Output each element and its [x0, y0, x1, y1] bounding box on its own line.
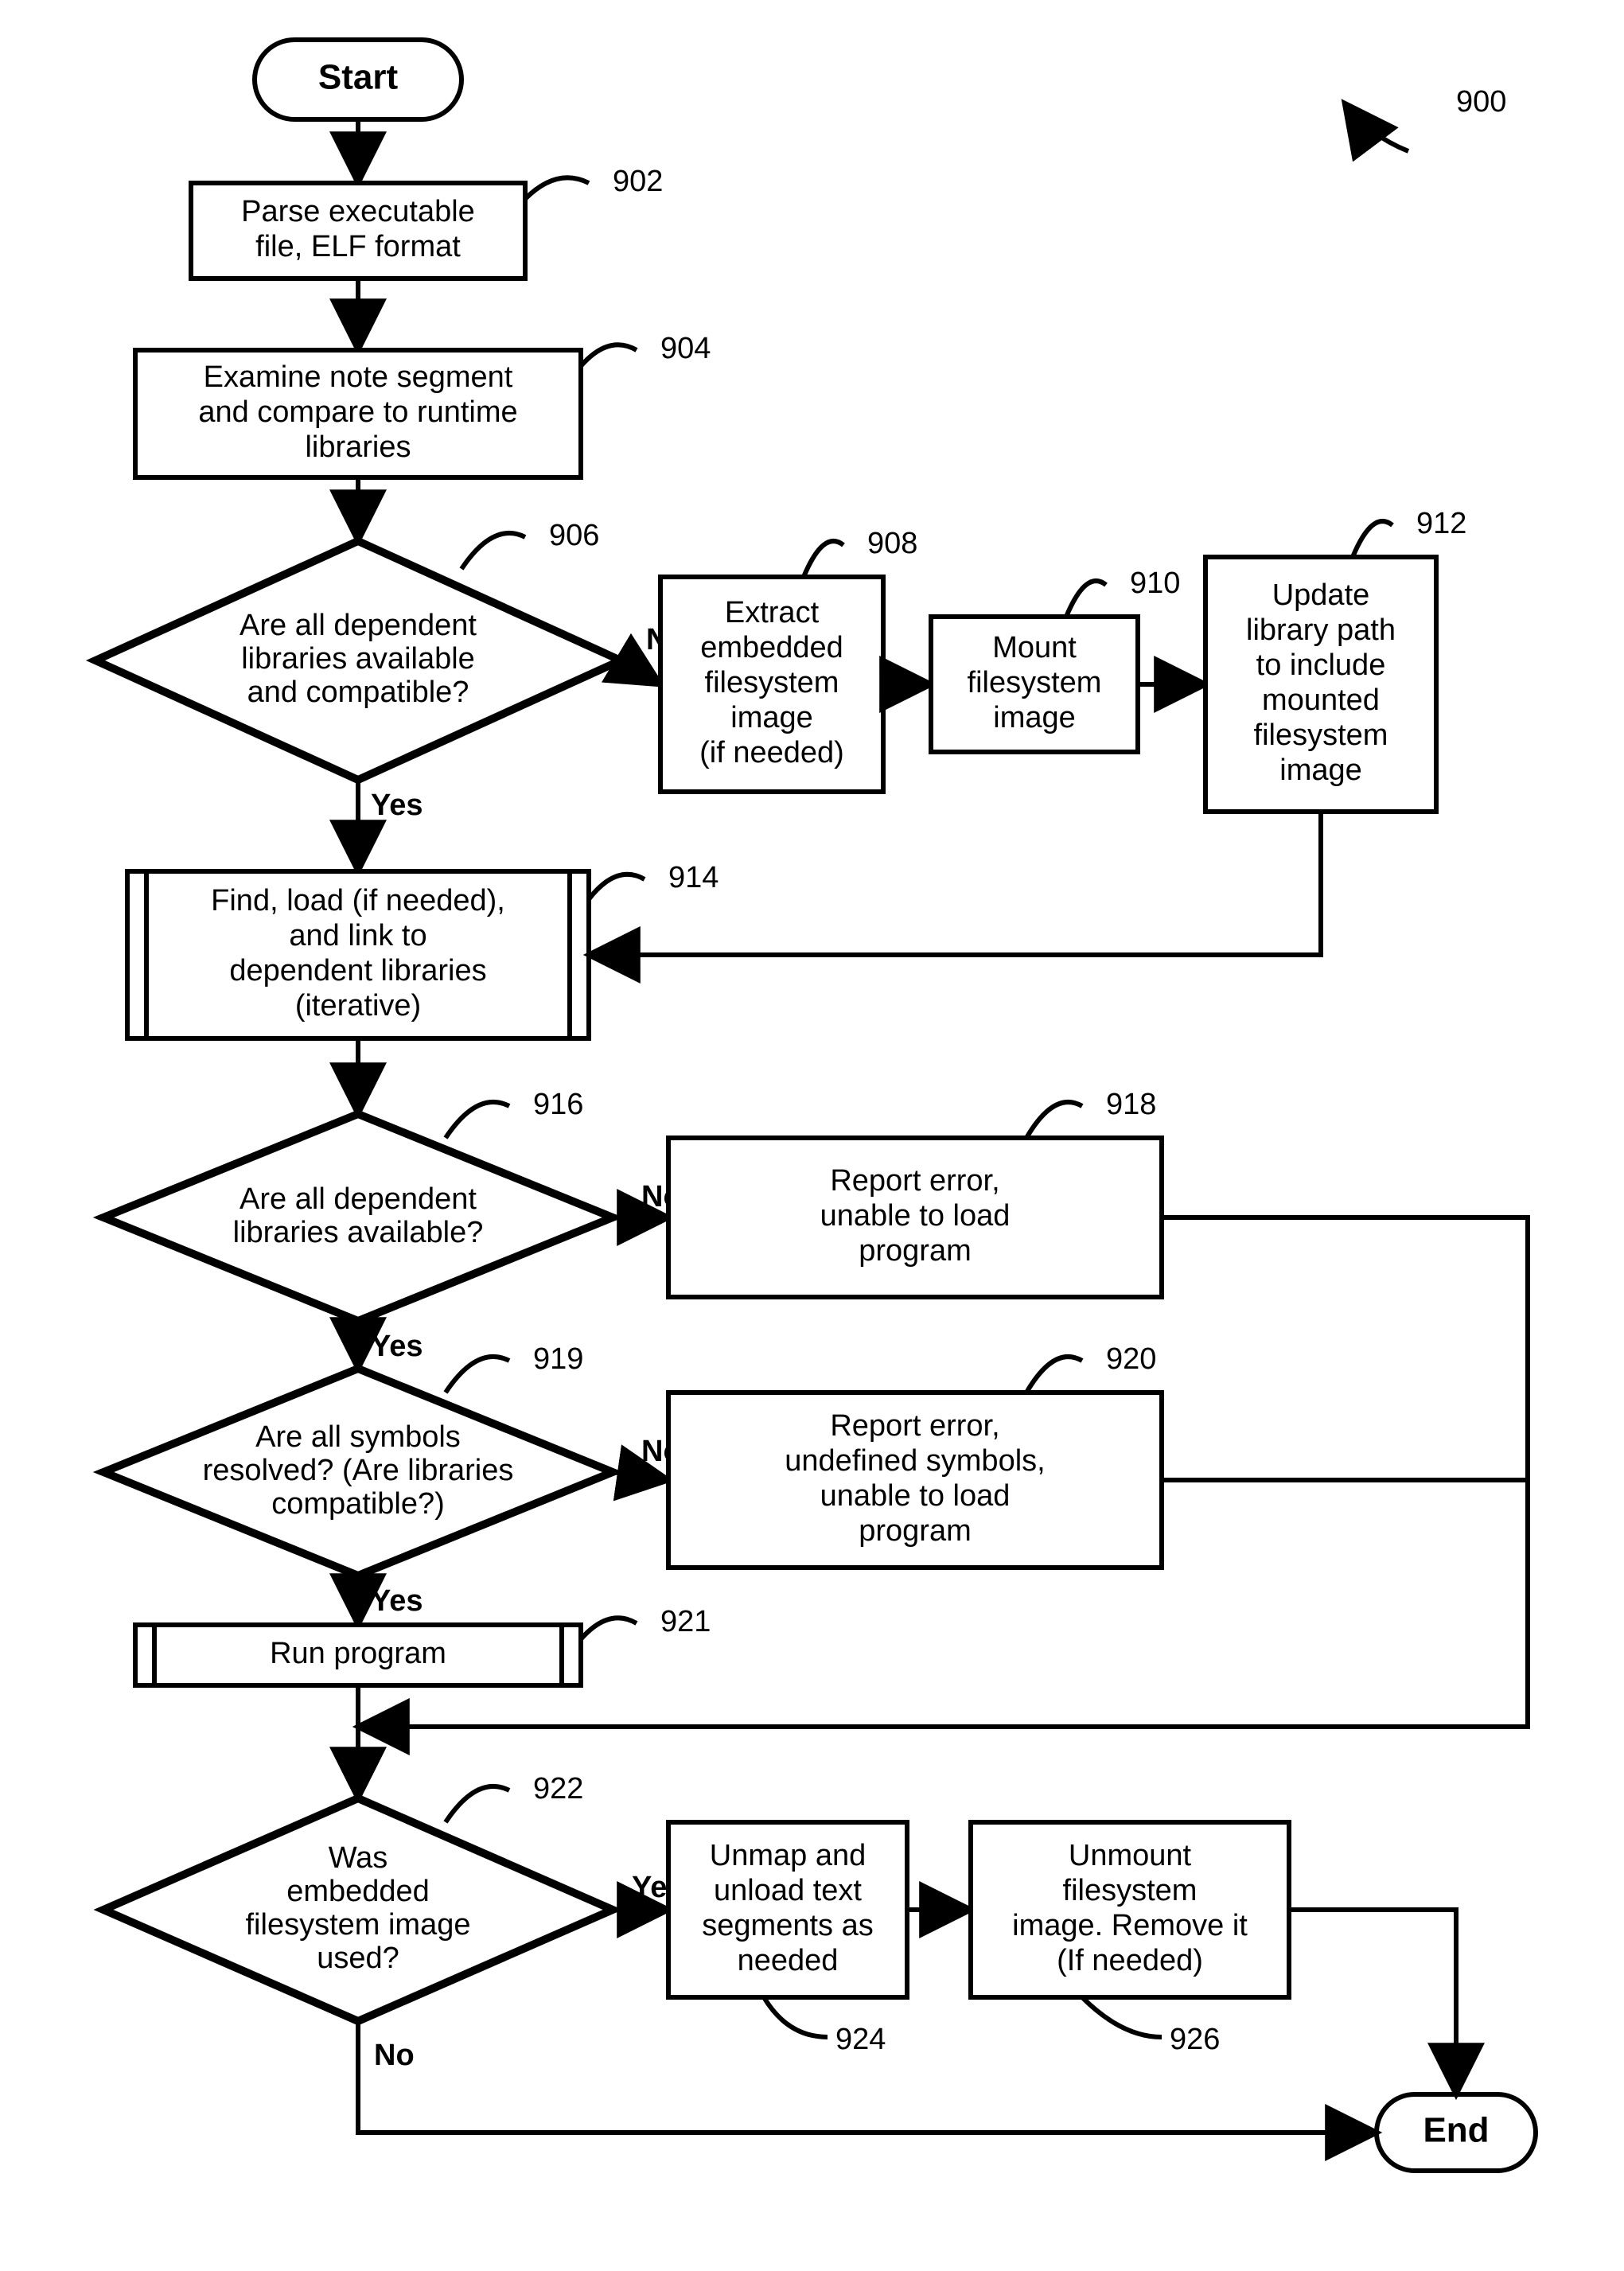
e-919-920 [613, 1472, 668, 1480]
svg-text:and link to: and link to [289, 919, 426, 952]
svg-text:Are all dependent: Are all dependent [240, 1182, 477, 1216]
svg-text:libraries available?: libraries available? [233, 1216, 484, 1249]
svg-text:Parse executable: Parse executable [241, 195, 475, 228]
node-904-ref: 904 [660, 332, 711, 365]
svg-text:filesystem: filesystem [968, 666, 1102, 699]
svg-text:filesystem image: filesystem image [246, 1908, 471, 1942]
svg-text:(If needed): (If needed) [1057, 1944, 1203, 1977]
svg-text:needed: needed [738, 1944, 839, 1977]
svg-text:libraries: libraries [305, 430, 411, 464]
edge-label-no: No [374, 2039, 415, 2072]
flowchart: Start 900 Parse executablefile, ELF format… [0, 0, 1624, 2271]
node-921-ref: 921 [660, 1605, 711, 1638]
node-921-text: Run program [270, 1637, 446, 1670]
svg-text:Unmount: Unmount [1069, 1839, 1192, 1872]
svg-text:program: program [859, 1514, 972, 1548]
svg-text:Update: Update [1272, 578, 1370, 612]
svg-text:Run program: Run program [270, 1637, 446, 1670]
svg-text:libraries available: libraries available [241, 642, 475, 676]
node-906-ref: 906 [549, 519, 599, 552]
svg-text:image: image [993, 701, 1076, 734]
node-902-ref: 902 [613, 165, 663, 198]
svg-text:filesystem: filesystem [705, 666, 839, 699]
node-922-ref: 922 [533, 1772, 583, 1806]
svg-text:and compatible?: and compatible? [247, 676, 469, 709]
edge-label-yes: Yes [371, 789, 423, 822]
svg-text:file, ELF format: file, ELF format [255, 230, 461, 263]
svg-text:and compare to runtime: and compare to runtime [198, 395, 517, 429]
e-906-908 [621, 660, 660, 684]
svg-text:embedded: embedded [700, 631, 843, 664]
node-918-ref: 918 [1106, 1088, 1156, 1121]
svg-text:embedded: embedded [286, 1875, 430, 1908]
svg-text:library path: library path [1246, 614, 1396, 647]
svg-text:(if needed): (if needed) [699, 736, 844, 769]
node-916-ref: 916 [533, 1088, 583, 1121]
svg-text:undefined symbols,: undefined symbols, [785, 1444, 1045, 1478]
edge-label-yes: Yes [371, 1584, 423, 1618]
node-916-text: Are all dependentlibraries available? [233, 1182, 484, 1249]
svg-text:Was: Was [329, 1841, 388, 1875]
svg-text:compatible?): compatible?) [271, 1487, 445, 1521]
svg-text:Find, load (if needed),: Find, load (if needed), [211, 884, 505, 917]
svg-text:image: image [1279, 754, 1362, 787]
svg-text:dependent libraries: dependent libraries [229, 954, 486, 987]
ref-900-arrow [1345, 103, 1408, 151]
svg-text:filesystem: filesystem [1254, 719, 1388, 752]
svg-text:program: program [859, 1234, 972, 1268]
svg-text:used?: used? [317, 1942, 399, 1975]
svg-text:Mount: Mount [992, 631, 1077, 664]
svg-text:mounted: mounted [1262, 684, 1380, 717]
svg-text:(iterative): (iterative) [295, 989, 421, 1023]
svg-text:image: image [730, 701, 813, 734]
node-919-ref: 919 [533, 1342, 583, 1376]
node-906-text: Are all dependentlibraries availableand … [240, 609, 477, 709]
edge-label-yes: Yes [371, 1330, 423, 1363]
end-label: End [1423, 2111, 1489, 2150]
node-924-ref: 924 [835, 2023, 886, 2056]
svg-text:Unmap and: Unmap and [710, 1839, 866, 1872]
e-926-end [1289, 1910, 1456, 2094]
svg-text:Report error,: Report error, [830, 1409, 999, 1443]
svg-text:to include: to include [1256, 649, 1386, 682]
start-label: Start [318, 58, 399, 97]
node-920-ref: 920 [1106, 1342, 1156, 1376]
node-908-ref: 908 [867, 527, 917, 560]
svg-text:Extract: Extract [725, 596, 820, 629]
node-910-ref: 910 [1130, 567, 1180, 600]
svg-text:filesystem: filesystem [1063, 1874, 1198, 1907]
svg-text:image. Remove it: image. Remove it [1012, 1909, 1248, 1942]
svg-text:unload text: unload text [714, 1874, 862, 1907]
svg-text:Are all dependent: Are all dependent [240, 609, 477, 642]
svg-text:Examine note segment: Examine note segment [204, 360, 513, 394]
svg-text:unable to load: unable to load [820, 1479, 1011, 1513]
svg-text:resolved? (Are libraries: resolved? (Are libraries [203, 1454, 514, 1487]
node-912-ref: 912 [1416, 507, 1466, 540]
node-914-ref: 914 [668, 861, 719, 894]
svg-text:Report error,: Report error, [830, 1164, 999, 1198]
node-926-ref: 926 [1170, 2023, 1220, 2056]
svg-text:segments as: segments as [702, 1909, 873, 1942]
ref-900: 900 [1456, 85, 1506, 119]
svg-text:unable to load: unable to load [820, 1199, 1011, 1233]
svg-text:Are all symbols: Are all symbols [255, 1420, 461, 1454]
